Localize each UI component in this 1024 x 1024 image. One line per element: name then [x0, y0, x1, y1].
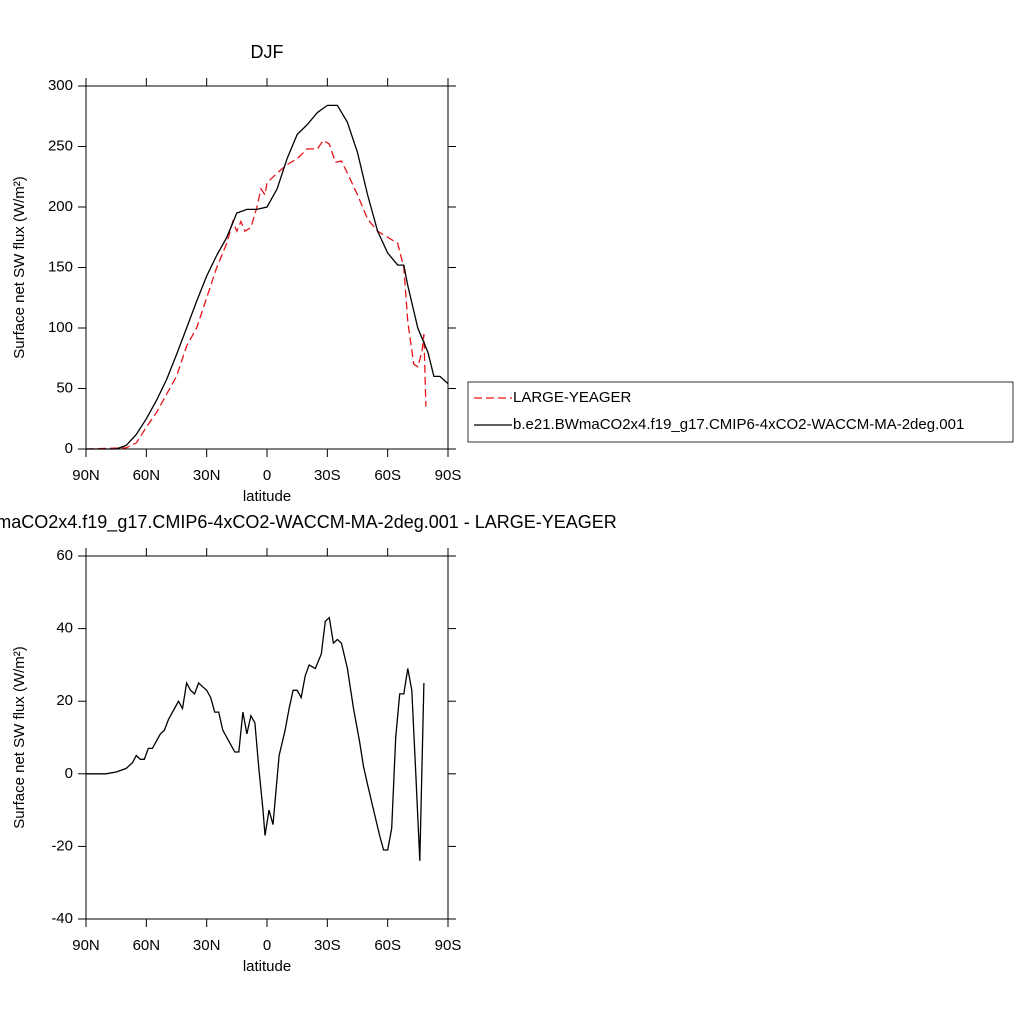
x-tick-label: 90S [435, 937, 462, 954]
data-line [85, 139, 427, 450]
y-tick-label: 150 [48, 258, 73, 275]
legend-label: b.e21.BWmaCO2x4.f19_g17.CMIP6-4xCO2-WACC… [513, 416, 964, 433]
legend-label: LARGE-YEAGER [513, 389, 632, 406]
x-axis-label: latitude [243, 958, 291, 975]
x-axis-label: latitude [243, 488, 291, 505]
x-tick-label: 60N [133, 937, 161, 954]
x-tick-label: 90N [72, 467, 100, 484]
y-tick-label: 200 [48, 198, 73, 215]
data-line [86, 104, 449, 450]
x-tick-label: 60S [374, 467, 401, 484]
x-tick-label: 30S [314, 937, 341, 954]
chart-title: b.e21.BWmaCO2x4.f19_g17.CMIP6-4xCO2-WACC… [0, 512, 617, 533]
legend-box [467, 381, 1014, 443]
x-tick-label: 30N [193, 937, 221, 954]
x-tick-label: 0 [263, 467, 271, 484]
plot-frame [85, 85, 449, 450]
x-tick-label: 90S [435, 467, 462, 484]
plot-frame [85, 555, 449, 920]
x-tick-label: 30S [314, 467, 341, 484]
y-tick-label: -40 [51, 910, 73, 927]
y-tick-label: -20 [51, 837, 73, 854]
y-tick-label: 0 [65, 440, 73, 457]
y-tick-label: 20 [56, 692, 73, 709]
y-tick-label: 250 [48, 137, 73, 154]
x-tick-label: 30N [193, 467, 221, 484]
data-line [86, 616, 425, 861]
x-tick-label: 60S [374, 937, 401, 954]
y-tick-label: 300 [48, 77, 73, 94]
y-tick-label: 60 [56, 547, 73, 564]
x-tick-label: 0 [263, 937, 271, 954]
y-tick-label: 0 [65, 765, 73, 782]
y-axis-label: Surface net SW flux (W/m²) [11, 646, 28, 829]
y-axis-label: Surface net SW flux (W/m²) [11, 176, 28, 359]
chart-title: DJF [251, 42, 284, 62]
x-tick-label: 60N [133, 467, 161, 484]
y-tick-label: 50 [56, 379, 73, 396]
y-tick-label: 40 [56, 620, 73, 637]
y-tick-label: 100 [48, 319, 73, 336]
x-tick-label: 90N [72, 937, 100, 954]
